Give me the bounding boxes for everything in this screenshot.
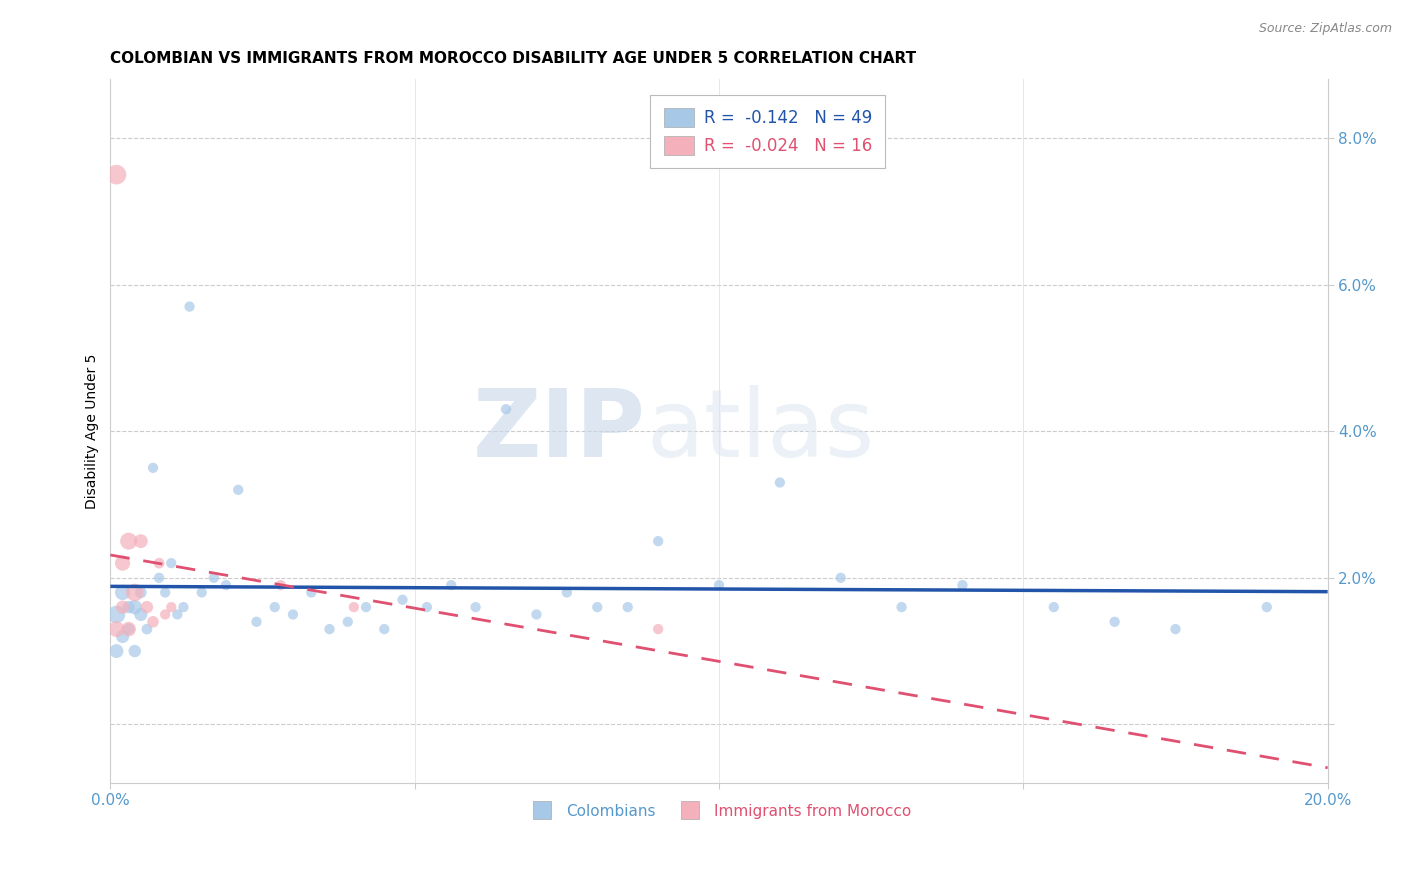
Point bbox=[226, 483, 249, 497]
Point bbox=[555, 585, 578, 599]
Point bbox=[118, 534, 141, 549]
Point bbox=[111, 600, 134, 615]
Point bbox=[1164, 622, 1187, 636]
Point bbox=[166, 607, 188, 622]
Point bbox=[148, 571, 170, 585]
Point bbox=[179, 300, 201, 314]
Text: ZIP: ZIP bbox=[474, 385, 645, 477]
Point bbox=[336, 615, 359, 629]
Point bbox=[129, 534, 152, 549]
Point bbox=[142, 460, 165, 475]
Point bbox=[124, 600, 146, 615]
Point bbox=[111, 629, 134, 643]
Point bbox=[1256, 600, 1278, 615]
Point bbox=[354, 600, 377, 615]
Point bbox=[440, 578, 463, 592]
Point bbox=[526, 607, 548, 622]
Point bbox=[202, 571, 225, 585]
Point bbox=[647, 622, 669, 636]
Point bbox=[616, 600, 638, 615]
Point bbox=[148, 556, 170, 570]
Point bbox=[215, 578, 238, 592]
Point bbox=[124, 644, 146, 658]
Point bbox=[245, 615, 267, 629]
Point bbox=[153, 607, 176, 622]
Point bbox=[373, 622, 395, 636]
Point bbox=[153, 585, 176, 599]
Point bbox=[647, 534, 669, 549]
Point bbox=[142, 615, 165, 629]
Text: Source: ZipAtlas.com: Source: ZipAtlas.com bbox=[1258, 22, 1392, 36]
Point bbox=[281, 607, 304, 622]
Point bbox=[105, 644, 128, 658]
Point bbox=[160, 600, 183, 615]
Point bbox=[190, 585, 212, 599]
Point bbox=[952, 578, 974, 592]
Point bbox=[160, 556, 183, 570]
Legend: Colombians, Immigrants from Morocco: Colombians, Immigrants from Morocco bbox=[520, 797, 917, 825]
Point bbox=[105, 622, 128, 636]
Point bbox=[111, 585, 134, 599]
Point bbox=[129, 585, 152, 599]
Point bbox=[318, 622, 340, 636]
Text: COLOMBIAN VS IMMIGRANTS FROM MOROCCO DISABILITY AGE UNDER 5 CORRELATION CHART: COLOMBIAN VS IMMIGRANTS FROM MOROCCO DIS… bbox=[111, 51, 917, 66]
Y-axis label: Disability Age Under 5: Disability Age Under 5 bbox=[86, 353, 100, 508]
Point bbox=[769, 475, 792, 490]
Point bbox=[416, 600, 439, 615]
Point bbox=[707, 578, 730, 592]
Point bbox=[270, 578, 292, 592]
Point bbox=[263, 600, 285, 615]
Point bbox=[1104, 615, 1126, 629]
Point bbox=[830, 571, 852, 585]
Point bbox=[343, 600, 366, 615]
Point bbox=[495, 402, 517, 417]
Point bbox=[299, 585, 322, 599]
Point bbox=[124, 585, 146, 599]
Point bbox=[391, 592, 413, 607]
Point bbox=[136, 622, 159, 636]
Point bbox=[111, 556, 134, 570]
Point bbox=[129, 607, 152, 622]
Point bbox=[464, 600, 486, 615]
Point bbox=[105, 168, 128, 182]
Point bbox=[118, 600, 141, 615]
Point bbox=[118, 622, 141, 636]
Point bbox=[136, 600, 159, 615]
Point bbox=[1042, 600, 1064, 615]
Point bbox=[105, 607, 128, 622]
Point bbox=[890, 600, 912, 615]
Point bbox=[586, 600, 609, 615]
Text: atlas: atlas bbox=[645, 385, 875, 477]
Point bbox=[172, 600, 194, 615]
Point bbox=[118, 622, 141, 636]
